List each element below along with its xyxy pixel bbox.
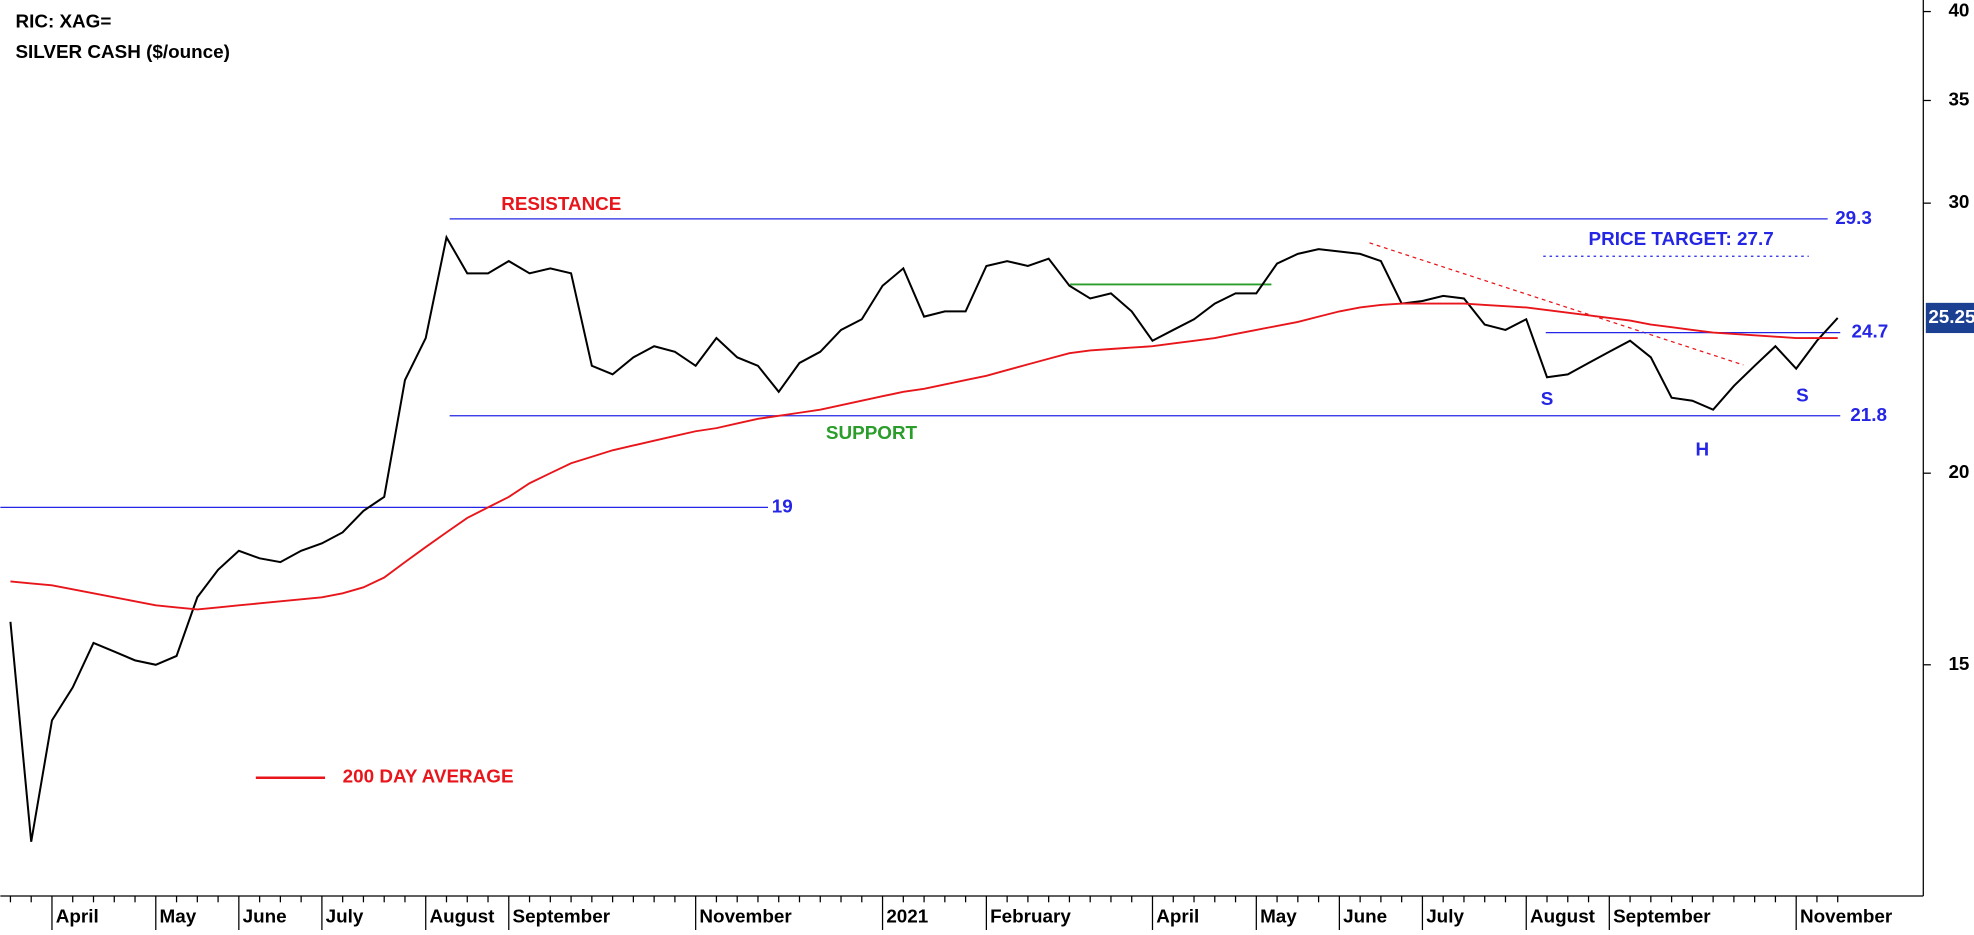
x-tick-label: February: [990, 905, 1071, 926]
x-tick-label: August: [1530, 905, 1596, 926]
x-tick-label: May: [160, 905, 197, 926]
target-label: PRICE TARGET: 27.7: [1589, 228, 1774, 249]
x-tick-label: April: [1156, 905, 1199, 926]
x-tick-label: June: [243, 905, 287, 926]
level-label: 21.8: [1850, 404, 1887, 425]
x-tick-label: August: [430, 905, 496, 926]
last-price-box: [1925, 302, 1974, 334]
y-tick-label: 20: [1948, 461, 1969, 482]
x-tick-label: 2021: [886, 905, 928, 926]
annotation: S: [1796, 384, 1809, 405]
x-tick-label: July: [1426, 905, 1464, 926]
x-tick-label: July: [326, 905, 364, 926]
y-tick-label: 35: [1948, 88, 1969, 109]
chart-subtitle: SILVER CASH ($/ounce): [15, 41, 229, 62]
x-tick-label: May: [1260, 905, 1297, 926]
y-tick-label: 15: [1948, 653, 1969, 674]
x-tick-label: September: [1613, 905, 1711, 926]
last-price-label: 25.25: [1928, 306, 1974, 327]
chart-title: RIC: XAG=: [15, 11, 111, 32]
trend-line: [1369, 242, 1744, 366]
x-tick-label: April: [56, 905, 99, 926]
x-tick-label: September: [513, 905, 611, 926]
level-label: 29.3: [1835, 207, 1872, 228]
level-label: 24.7: [1852, 321, 1889, 342]
level-label: 19: [772, 495, 793, 516]
x-tick-label: November: [1800, 905, 1893, 926]
y-tick-label: 40: [1948, 0, 1969, 21]
annotation: H: [1696, 439, 1710, 460]
x-tick-label: June: [1343, 905, 1387, 926]
series-line: [10, 302, 1838, 611]
x-tick-label: November: [699, 905, 792, 926]
legend-label: 200 DAY AVERAGE: [343, 766, 514, 787]
annotation: SUPPORT: [826, 422, 918, 443]
annotation: S: [1541, 388, 1554, 409]
series-line: [9, 234, 1839, 842]
annotation: RESISTANCE: [501, 193, 621, 214]
y-tick-label: 30: [1948, 191, 1969, 212]
